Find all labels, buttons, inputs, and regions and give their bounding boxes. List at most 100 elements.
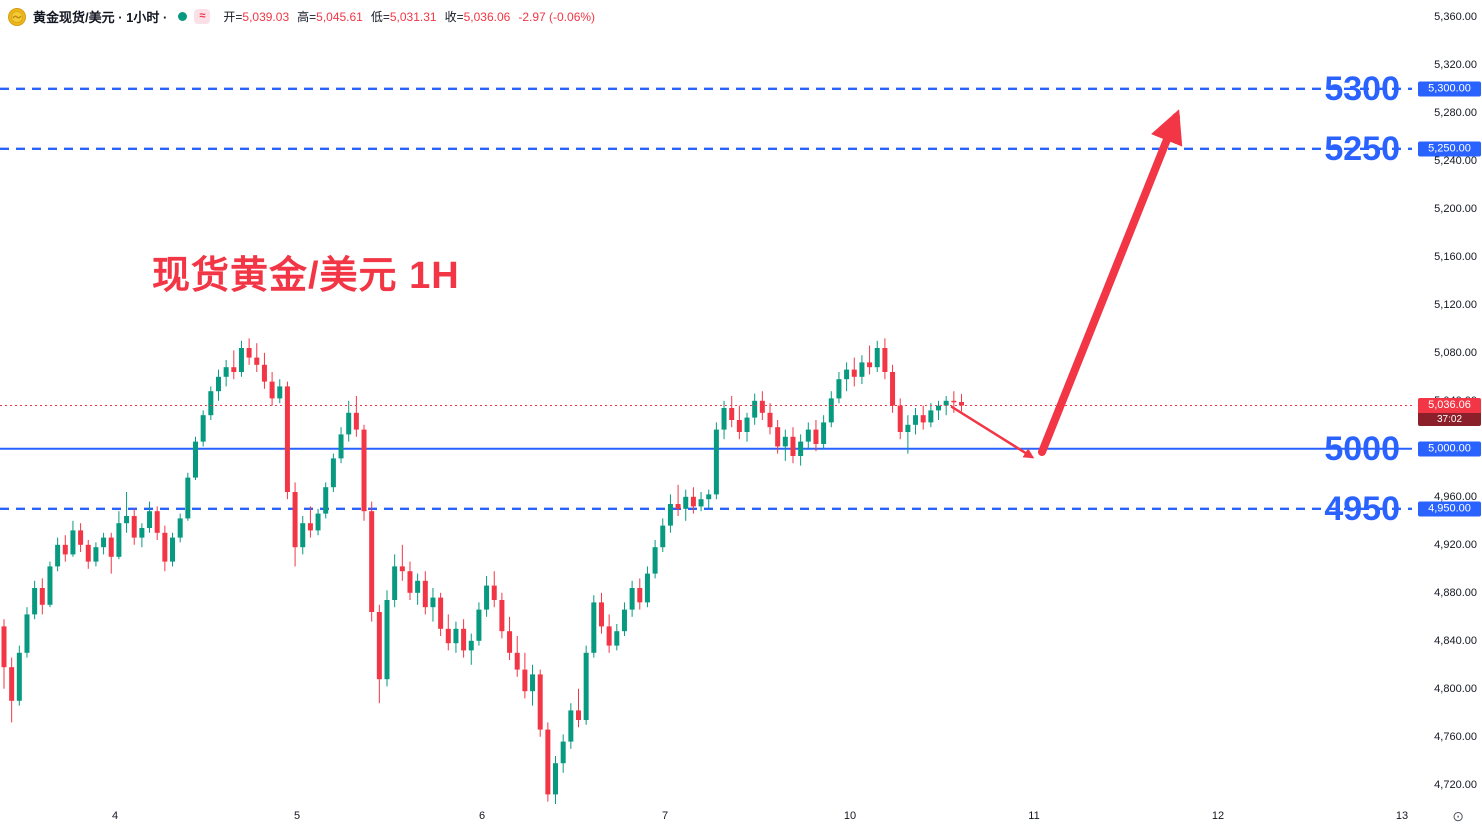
arrow-up-annotation[interactable] bbox=[1038, 109, 1183, 456]
candle bbox=[85, 544, 91, 562]
candle bbox=[690, 496, 696, 507]
price-axis-tick: 4,920.00 bbox=[1434, 538, 1477, 551]
candle bbox=[438, 597, 444, 629]
candle bbox=[16, 652, 22, 701]
candle bbox=[384, 600, 390, 680]
time-axis-tick: 7 bbox=[661, 810, 669, 822]
candle bbox=[867, 362, 873, 368]
candle bbox=[890, 372, 896, 406]
candle bbox=[790, 436, 796, 456]
price-axis-tick: 4,800.00 bbox=[1434, 682, 1477, 695]
candle bbox=[598, 602, 604, 627]
candle bbox=[652, 547, 658, 574]
chart-canvas[interactable] bbox=[0, 0, 1417, 805]
candle bbox=[9, 667, 15, 701]
price-tag-5000: 5,000.00 bbox=[1418, 441, 1481, 457]
candle bbox=[1, 626, 7, 668]
candle bbox=[284, 386, 290, 492]
current-price-value: 5,036.06 bbox=[1418, 397, 1481, 413]
candle bbox=[905, 424, 911, 432]
candles-layer bbox=[1, 338, 964, 804]
candle bbox=[836, 379, 842, 399]
price-tag-5250: 5,250.00 bbox=[1418, 141, 1481, 157]
chart-plot[interactable]: 5300 5250 5000 4950 现货黄金/美元 1H bbox=[0, 0, 1417, 805]
candle bbox=[147, 511, 153, 528]
candle bbox=[936, 405, 942, 411]
chart-header: 黄金现货/美元 · 1小时 · ≈ 开=5,039.03 高=5,045.61 … bbox=[8, 7, 595, 26]
candle bbox=[507, 631, 513, 653]
candle bbox=[246, 348, 252, 358]
candle bbox=[514, 652, 520, 670]
candle bbox=[522, 669, 528, 692]
level-label-5000[interactable]: 5000 bbox=[1324, 429, 1400, 468]
level-label-5250[interactable]: 5250 bbox=[1324, 129, 1400, 168]
candle bbox=[361, 429, 367, 512]
candle bbox=[292, 492, 298, 548]
price-axis-tick: 5,080.00 bbox=[1434, 346, 1477, 359]
price-axis-tick: 5,200.00 bbox=[1434, 202, 1477, 215]
ohlc-legend: 开=5,039.03 高=5,045.61 低=5,031.31 收=5,036… bbox=[223, 8, 595, 25]
price-axis-tick: 4,960.00 bbox=[1434, 490, 1477, 503]
candle bbox=[124, 516, 130, 524]
candle bbox=[116, 523, 122, 557]
candle bbox=[445, 628, 451, 644]
legend-high: 高=5,045.61 bbox=[297, 10, 363, 24]
candle bbox=[461, 628, 467, 651]
candle bbox=[545, 729, 551, 795]
candle bbox=[208, 391, 214, 416]
symbol-icon[interactable] bbox=[8, 7, 26, 26]
candle bbox=[261, 364, 267, 382]
price-axis-tick: 5,240.00 bbox=[1434, 154, 1477, 167]
symbol-title[interactable]: 黄金现货/美元 · 1小时 · bbox=[33, 10, 168, 25]
candle bbox=[55, 544, 61, 567]
legend-open: 开=5,039.03 bbox=[223, 10, 290, 24]
candle bbox=[346, 412, 352, 435]
candle bbox=[78, 530, 84, 545]
candle bbox=[330, 458, 336, 488]
level-label-4950[interactable]: 4950 bbox=[1324, 489, 1400, 528]
arrow-down-annotation[interactable] bbox=[950, 405, 1035, 459]
candle bbox=[759, 400, 765, 413]
time-axis-tick: 4 bbox=[111, 810, 119, 822]
candle bbox=[430, 597, 436, 608]
axis-settings-icon[interactable]: ⊙ bbox=[1452, 808, 1464, 824]
candle bbox=[269, 381, 275, 399]
level-lines[interactable] bbox=[0, 87, 1412, 510]
level-label-5300[interactable]: 5300 bbox=[1324, 69, 1400, 108]
candle bbox=[660, 525, 666, 548]
annotation-text[interactable]: 现货黄金/美元 1H bbox=[152, 255, 460, 297]
candle bbox=[775, 427, 781, 447]
price-axis[interactable]: 5,300.00 5,250.00 5,000.00 4,950.00 5,360.00… bbox=[1417, 0, 1482, 805]
candle bbox=[744, 417, 750, 432]
candle bbox=[238, 348, 244, 372]
candle bbox=[713, 429, 719, 495]
candle bbox=[93, 547, 99, 562]
price-tag-5300: 5,300.00 bbox=[1418, 81, 1481, 97]
candle bbox=[767, 412, 773, 428]
candle bbox=[32, 588, 38, 615]
candle bbox=[70, 530, 76, 555]
candle bbox=[583, 652, 589, 720]
candle bbox=[177, 518, 183, 538]
candle bbox=[928, 410, 934, 423]
candle bbox=[675, 504, 681, 509]
candle bbox=[621, 609, 627, 632]
candle bbox=[307, 523, 313, 531]
candle bbox=[798, 441, 804, 456]
price-axis-tick: 5,160.00 bbox=[1434, 250, 1477, 263]
candle bbox=[614, 631, 620, 646]
current-price-tag: 5,036.06 37:02 bbox=[1418, 397, 1481, 426]
candle bbox=[47, 566, 53, 605]
candle bbox=[200, 415, 206, 442]
candle bbox=[154, 511, 160, 533]
candle bbox=[629, 588, 635, 610]
arrow-annotations[interactable] bbox=[950, 109, 1183, 459]
time-axis[interactable]: ⊙ 4 5 6 7 10 11 12 13 bbox=[0, 805, 1482, 827]
time-axis-tick: 13 bbox=[1395, 810, 1409, 822]
candle bbox=[315, 513, 321, 531]
price-axis-tick: 5,280.00 bbox=[1434, 106, 1477, 119]
candle bbox=[821, 422, 827, 444]
price-axis-tick: 5,360.00 bbox=[1434, 10, 1477, 23]
time-axis-tick: 12 bbox=[1211, 810, 1225, 822]
